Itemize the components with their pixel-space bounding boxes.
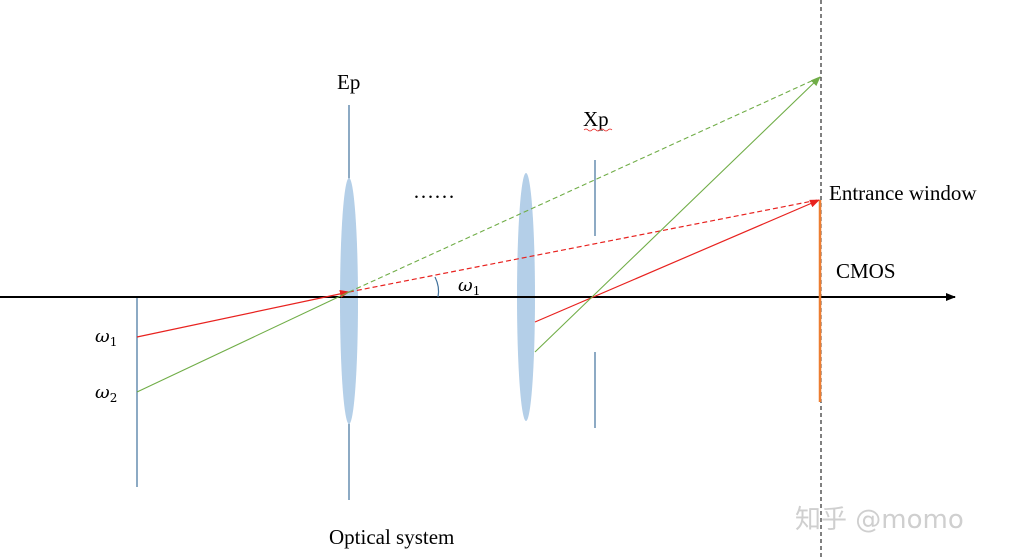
watermark: 知乎 @momo <box>795 505 964 535</box>
field-omega2-label: ω2 <box>95 382 117 405</box>
ray-1-dashed <box>348 199 819 293</box>
first-lens <box>340 178 358 424</box>
ray-1-image <box>534 199 820 323</box>
angle-omega1-label: ω1 <box>458 275 480 298</box>
ellipsis-label: …… <box>413 179 455 203</box>
ray-2-incident <box>136 291 350 393</box>
cmos-label: CMOS <box>836 259 896 283</box>
ray-1-incident <box>136 289 350 338</box>
entrance-window-label: Entrance window <box>829 181 977 205</box>
ep-label: Ep <box>337 70 360 94</box>
xp-label: Xp <box>583 107 609 131</box>
ray-2-dashed <box>348 77 819 293</box>
spellcheck-underline <box>583 128 613 132</box>
angle-arc <box>434 276 440 298</box>
optical-system-caption: Optical system <box>329 525 454 549</box>
field-omega1-label: ω1 <box>95 326 117 349</box>
ray-2-image <box>534 76 821 353</box>
